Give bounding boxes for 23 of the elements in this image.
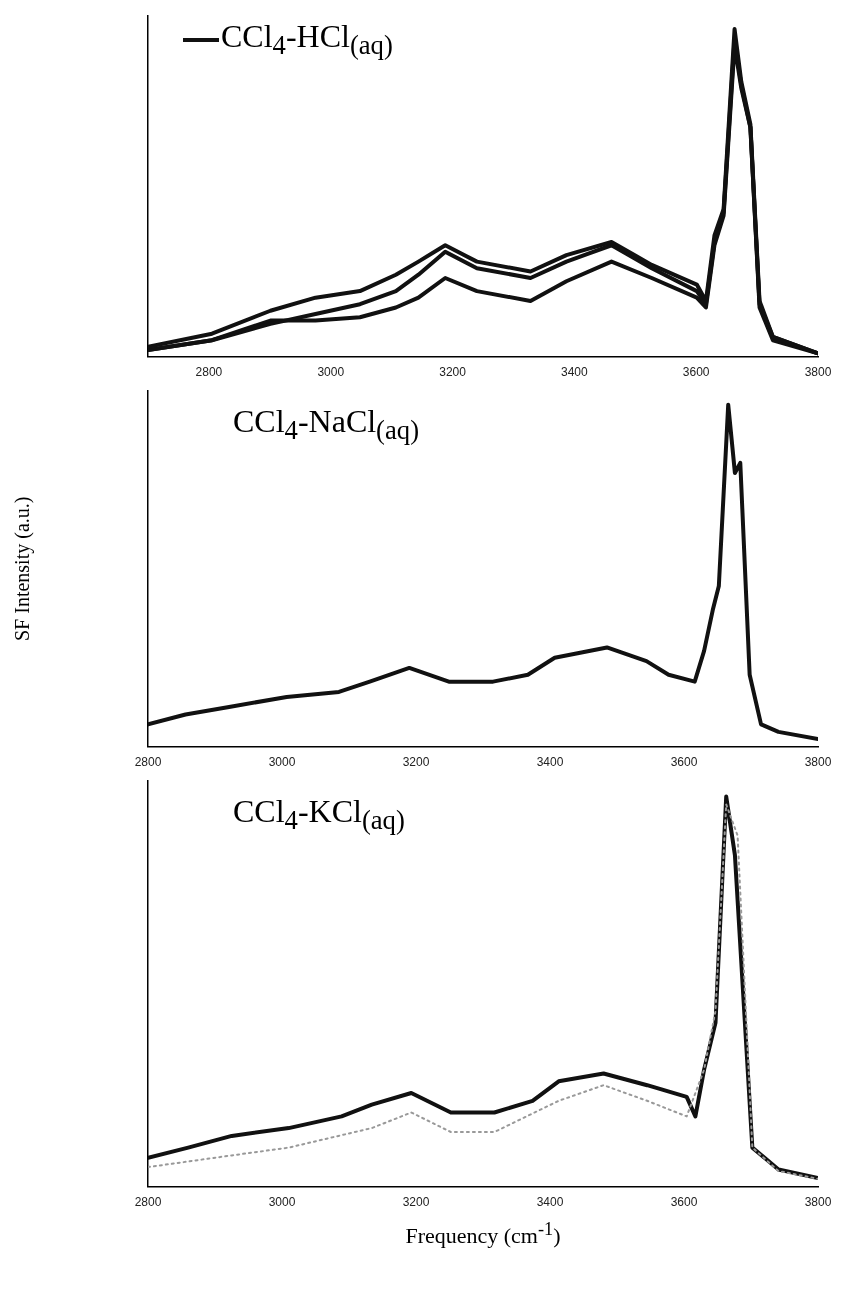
x-tick-label: 3600 [670, 755, 698, 770]
x-tick-label: 3000 [317, 365, 345, 380]
x-tick-label: 2800 [134, 1195, 162, 1210]
x-tick-label: 2800 [134, 755, 162, 770]
x-tick-label: 3600 [670, 1195, 698, 1210]
legend-label: CCl$_{4}$-HCl$_{(aq)}$ [221, 18, 393, 62]
x-tick-label: 3200 [402, 755, 430, 770]
annotation: CCl$_{4}$-KCl$_{(aq)}$ [233, 793, 405, 837]
x-tick-label: 3400 [536, 755, 564, 770]
annotation: CCl$_{4}$-NaCl$_{(aq)}$ [233, 403, 420, 447]
x-tick-label: 3000 [268, 1195, 296, 1210]
x-tick-label: 3200 [402, 1195, 430, 1210]
x-tick-label: 3800 [804, 755, 832, 770]
x-tick-label: 3600 [682, 365, 710, 380]
x-tick-label: 3000 [268, 755, 296, 770]
x-tick-label: 3400 [536, 1195, 564, 1210]
x-tick-label: 3200 [439, 365, 467, 380]
x-tick-label: 3800 [804, 1195, 832, 1210]
x-axis-title: Frequency (cm$^{-1}$) [404, 1219, 562, 1250]
x-tick-label: 2800 [195, 365, 223, 380]
y-axis-title: SF Intensity (a.u.) [11, 496, 35, 642]
x-tick-label: 3400 [561, 365, 589, 380]
x-tick-label: 3800 [804, 365, 832, 380]
